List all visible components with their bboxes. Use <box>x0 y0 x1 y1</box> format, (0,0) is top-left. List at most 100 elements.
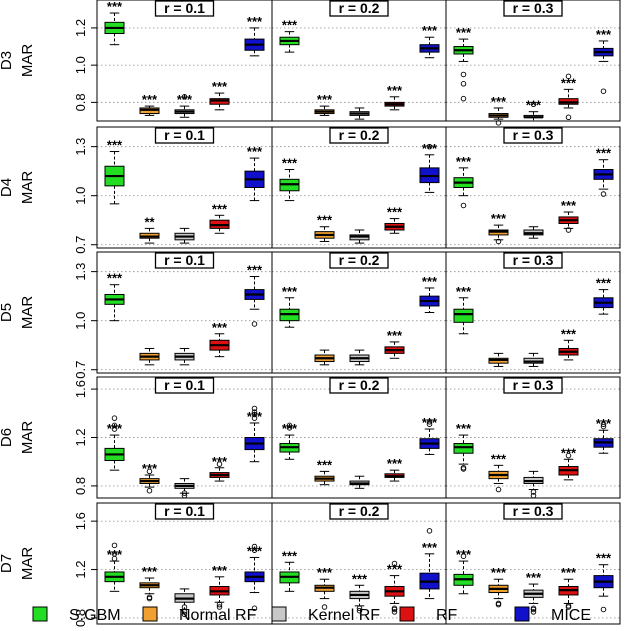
panel-frame <box>445 376 621 499</box>
significance-stars: *** <box>491 94 507 109</box>
box-normal-rf <box>314 349 335 366</box>
box-mice: *** <box>419 23 440 59</box>
column-label: r = 0.3 <box>513 252 554 268</box>
box-rf: *** <box>558 198 579 233</box>
significance-stars: *** <box>317 213 333 228</box>
box-s-gbm: *** <box>279 548 300 592</box>
outlier-point <box>495 486 502 493</box>
column-label: r = 0.2 <box>339 127 380 143</box>
outlier-point <box>460 202 467 209</box>
panel-frame <box>271 0 447 122</box>
y-tick-label: 1.0 <box>73 187 88 205</box>
outlier-point <box>565 452 572 459</box>
y-axis: 0.8 1.0 1.2 <box>73 19 97 111</box>
y-axis: 0.8 1.2 1.6 <box>73 512 97 627</box>
row-dataset-label: D4 <box>0 178 15 197</box>
outlier-point <box>111 415 118 421</box>
box-mice: *** <box>593 27 614 94</box>
legend-label: RF <box>436 607 458 624</box>
significance-stars: *** <box>142 461 158 476</box>
panel-d5-r1: *** *** *** r = 0.1 <box>96 251 273 374</box>
outlier-point <box>565 227 572 233</box>
box-kernel-rf <box>349 107 370 120</box>
box-rf: *** <box>209 201 230 234</box>
outlier-point <box>181 94 188 100</box>
y-axis: 0.7 1.0 1.3 <box>73 263 97 379</box>
significance-stars: *** <box>352 571 368 586</box>
significance-stars: *** <box>212 563 228 578</box>
panel-d4-r1: ***********r = 0.1 <box>96 126 273 249</box>
significance-stars: *** <box>317 565 333 580</box>
significance-stars: *** <box>107 0 123 14</box>
column-label-box <box>503 0 563 17</box>
box-mice: *** <box>593 276 614 315</box>
box-rf: *** <box>209 79 230 111</box>
outlier-point <box>216 604 223 610</box>
column-label-box <box>154 127 215 144</box>
significance-stars: *** <box>282 284 298 299</box>
row-d7: D7 MAR 0.81.21.6 *** *** *** *** r = 0.1 *** *** *… <box>0 502 621 627</box>
column-label: r = 0.1 <box>164 503 205 519</box>
box-mice: *** <box>244 405 265 463</box>
outlier-point <box>391 560 398 567</box>
y-tick-label: 1.6 <box>73 380 88 398</box>
outlier-point <box>111 551 118 557</box>
y-tick-label: 1.0 <box>73 56 88 74</box>
column-label: r = 0.3 <box>513 127 554 143</box>
column-label-box <box>329 503 389 520</box>
box-s-gbm: *** <box>279 421 300 460</box>
box-rf: *** <box>384 328 405 359</box>
y-axis-label: MAR <box>19 296 36 330</box>
panel-d3-r3: *** *** *** *** *** r = 0.3 <box>445 0 621 126</box>
significance-stars: *** <box>107 547 123 562</box>
column-label-box <box>154 503 215 520</box>
outlier-point <box>251 409 258 415</box>
y-axis: 0.7 1.0 1.3 <box>73 138 97 254</box>
significance-stars: *** <box>212 79 228 94</box>
legend-swatch <box>32 606 48 622</box>
box-normal-rf: *** <box>314 213 335 242</box>
outlier-point <box>321 604 328 610</box>
legend-swatch <box>399 606 415 622</box>
significance-stars: *** <box>491 451 507 466</box>
significance-stars: *** <box>282 421 298 436</box>
outlier-point <box>495 600 502 607</box>
legend-label: Normal RF <box>179 607 257 624</box>
outlier-point <box>251 321 258 327</box>
outlier-point <box>565 603 572 609</box>
panel-d6-r3: *** *** *** *** r = 0.3 <box>445 376 621 499</box>
box-mice: *** <box>244 14 265 57</box>
significance-stars: *** <box>422 274 438 289</box>
box-rf: *** <box>558 445 579 481</box>
significance-stars: *** <box>456 547 472 562</box>
panel-d7-r2: *** *** *** *** *** r = 0.2 <box>271 502 447 625</box>
column-label-box <box>503 252 563 269</box>
y-tick-label: 1.3 <box>73 138 88 156</box>
box-rf: *** <box>558 565 579 610</box>
column-label: r = 0.3 <box>513 503 554 519</box>
box-mice: *** <box>244 543 265 612</box>
outlier-point <box>530 609 537 615</box>
box-s-gbm: *** <box>453 284 474 335</box>
box-mice: *** <box>419 528 440 600</box>
panel-d5-r2: *** *** *** r = 0.2 <box>271 251 447 374</box>
outlier-point <box>251 415 258 421</box>
box-mice: *** <box>419 415 440 455</box>
outlier-point <box>111 542 118 549</box>
box-kernel-rf: *** <box>523 570 544 615</box>
y-axis-label: MAR <box>19 547 36 581</box>
panel-d3-r2: *** *** *** *** r = 0.2 <box>271 0 447 122</box>
outlier-point <box>460 71 467 78</box>
outlier-point <box>530 605 537 612</box>
box-normal-rf: *** <box>139 92 160 116</box>
row-dataset-label: D7 <box>0 554 15 573</box>
box-kernel-rf <box>349 229 370 244</box>
box-rf: *** <box>384 83 405 111</box>
legend-item-s-gbm: S.GBM <box>32 606 121 624</box>
significance-stars: *** <box>561 75 577 90</box>
significance-stars: *** <box>387 562 403 577</box>
y-tick-label: 1.2 <box>73 561 88 579</box>
column-label-box <box>154 377 215 394</box>
